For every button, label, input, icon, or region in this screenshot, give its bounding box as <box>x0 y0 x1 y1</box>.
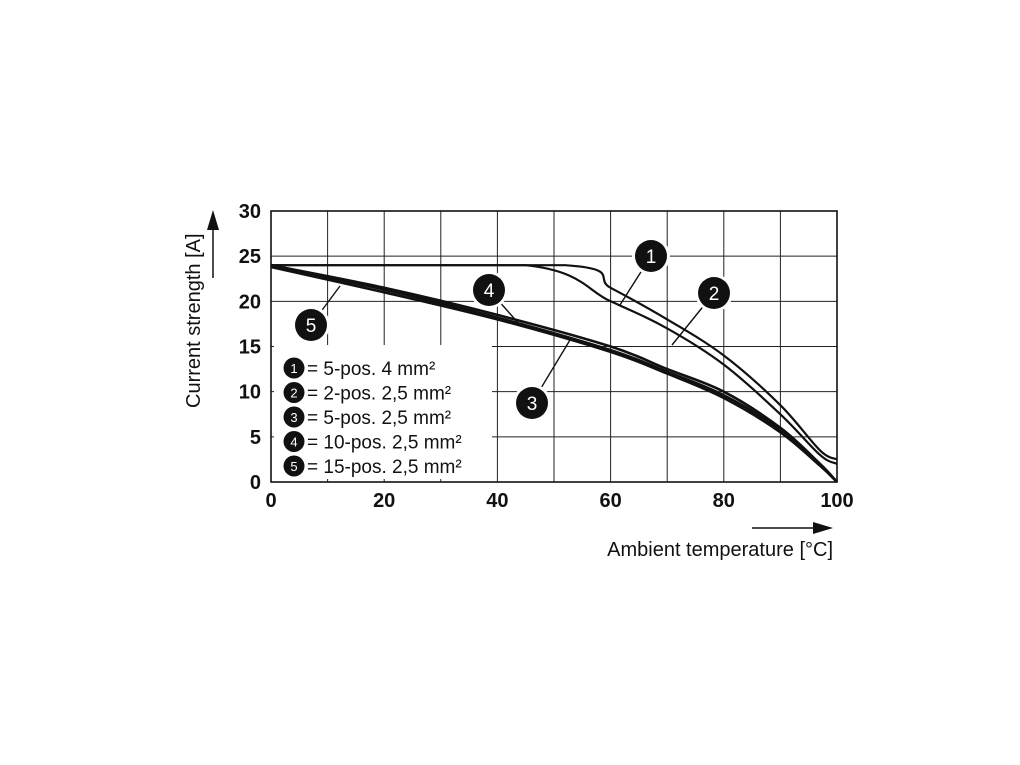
callout-badge <box>473 274 505 306</box>
callout-badge <box>635 240 667 272</box>
series-line-1 <box>271 264 838 461</box>
callout-number: 1 <box>646 247 657 268</box>
callout-number: 2 <box>709 284 720 305</box>
callout-4: 4 <box>470 271 521 326</box>
series-line-4 <box>270 263 838 483</box>
callout-number: 3 <box>527 394 538 415</box>
chart-curves <box>270 263 838 483</box>
legend-label: = 2-pos. 2,5 mm² <box>307 384 451 405</box>
callout-badge <box>516 387 548 419</box>
callout-5: 5 <box>292 285 341 344</box>
legend-badge <box>283 357 305 379</box>
series-line-5 <box>270 265 838 483</box>
y-tick-label: 15 <box>239 337 261 359</box>
legend-badge-number: 4 <box>290 435 297 450</box>
callout-badge <box>698 277 730 309</box>
callout-badge <box>295 309 327 341</box>
y-tick-label: 10 <box>239 382 261 404</box>
legend-label: = 5-pos. 4 mm² <box>307 359 435 380</box>
legend-badge-number: 5 <box>290 459 297 474</box>
x-tick-label: 40 <box>486 490 508 512</box>
x-tick-label: 20 <box>373 490 395 512</box>
legend-item: 5 = 15-pos. 2,5 mm² <box>283 455 462 478</box>
y-axis-ticks: 0 5 10 15 20 25 30 <box>239 201 261 494</box>
x-axis-arrow-icon <box>752 522 833 534</box>
y-tick-label: 0 <box>250 472 261 494</box>
x-tick-label: 0 <box>265 490 276 512</box>
legend-badge-number: 2 <box>290 386 297 401</box>
x-axis-ticks: 0 20 40 60 80 100 <box>265 490 853 512</box>
legend-badge-number: 3 <box>290 410 297 425</box>
series-line-2 <box>271 264 838 465</box>
legend-badge <box>283 431 305 452</box>
y-axis-title: Current strength [A] <box>183 233 205 408</box>
legend-label: = 5-pos. 2,5 mm² <box>307 408 451 429</box>
x-axis-title: Ambient temperature [°C] <box>607 539 833 561</box>
plot-frame <box>270 210 838 483</box>
legend-item: 2 = 2-pos. 2,5 mm² <box>283 382 451 405</box>
callout-number: 5 <box>306 316 317 337</box>
y-tick-label: 25 <box>239 246 261 268</box>
legend-item: 4 = 10-pos. 2,5 mm² <box>283 431 462 454</box>
callout-2: 2 <box>671 274 733 346</box>
legend-badge <box>283 455 305 477</box>
legend-badge <box>283 382 305 403</box>
legend-label: = 10-pos. 2,5 mm² <box>307 433 462 454</box>
legend-item: 1 = 5-pos. 4 mm² <box>283 357 435 380</box>
y-tick-label: 20 <box>239 291 261 313</box>
callout-3: 3 <box>513 339 571 422</box>
legend-badge-number: 1 <box>290 361 297 376</box>
y-axis-arrow-icon <box>207 210 219 278</box>
curve-callouts: 1 2 3 4 5 <box>292 237 733 422</box>
legend-badge <box>283 406 305 428</box>
plot-border <box>270 210 838 483</box>
y-tick-label: 5 <box>250 427 261 449</box>
chart-legend: 1 = 5-pos. 4 mm² 2 = 2-pos. 2,5 mm² 3 = 5-pos… <box>274 345 492 479</box>
x-tick-label: 100 <box>820 490 853 512</box>
legend-background <box>274 345 492 479</box>
legend-item: 3 = 5-pos. 2,5 mm² <box>283 406 451 429</box>
x-tick-label: 80 <box>713 490 735 512</box>
x-tick-label: 60 <box>599 490 621 512</box>
callout-1: 1 <box>619 237 670 306</box>
y-tick-label: 30 <box>239 201 261 223</box>
legend-label: = 15-pos. 2,5 mm² <box>307 457 462 478</box>
callout-number: 4 <box>484 281 495 302</box>
